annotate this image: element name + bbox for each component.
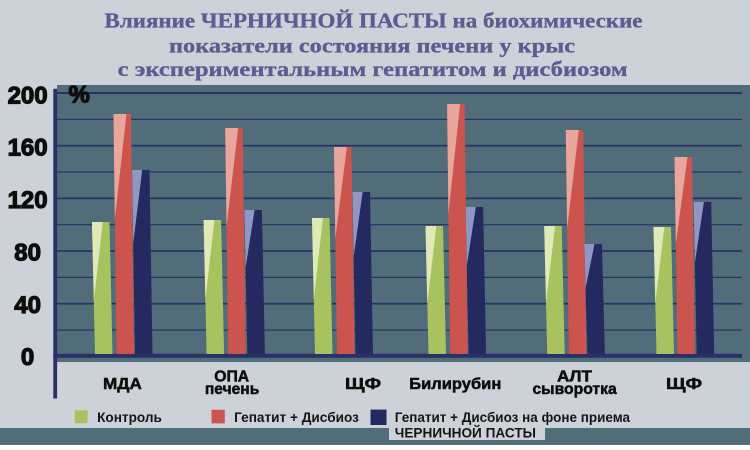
svg-text:МДА: МДА xyxy=(103,376,142,393)
svg-text:АЛТ: АЛТ xyxy=(557,368,592,385)
svg-text:Гепатит + Дисбиоз на фоне прие: Гепатит + Дисбиоз на фоне приема xyxy=(395,409,630,425)
svg-text:120: 120 xyxy=(8,187,48,214)
svg-text:печень: печень xyxy=(205,381,260,398)
svg-text:Билирубин: Билирубин xyxy=(409,376,501,393)
svg-text:200: 200 xyxy=(8,82,48,109)
svg-text:Контроль: Контроль xyxy=(97,409,162,425)
svg-text:0: 0 xyxy=(21,344,34,371)
svg-text:сыворотка: сыворотка xyxy=(532,381,616,398)
svg-text:ЩФ: ЩФ xyxy=(666,376,702,393)
svg-text:ЩФ: ЩФ xyxy=(345,376,381,393)
svg-text:%: % xyxy=(69,81,90,108)
svg-text:ОПА: ОПА xyxy=(214,368,249,385)
svg-text:80: 80 xyxy=(14,239,41,266)
svg-text:Влияние ЧЕРНИЧНОЙ ПАСТЫ на био: Влияние ЧЕРНИЧНОЙ ПАСТЫ на биохимические xyxy=(105,9,643,33)
svg-text:ЧЕРНИЧНОЙ ПАСТЫ: ЧЕРНИЧНОЙ ПАСТЫ xyxy=(395,423,536,440)
svg-text:40: 40 xyxy=(14,292,41,319)
svg-text:Гепатит + Дисбиоз: Гепатит + Дисбиоз xyxy=(234,409,359,425)
svg-text:показатели состояния печени у: показатели состояния печени у крыс xyxy=(169,33,575,57)
svg-text:160: 160 xyxy=(8,135,48,162)
svg-text:с экспериментальным гепатитом: с экспериментальным гепатитом и дисбиозо… xyxy=(118,57,628,81)
